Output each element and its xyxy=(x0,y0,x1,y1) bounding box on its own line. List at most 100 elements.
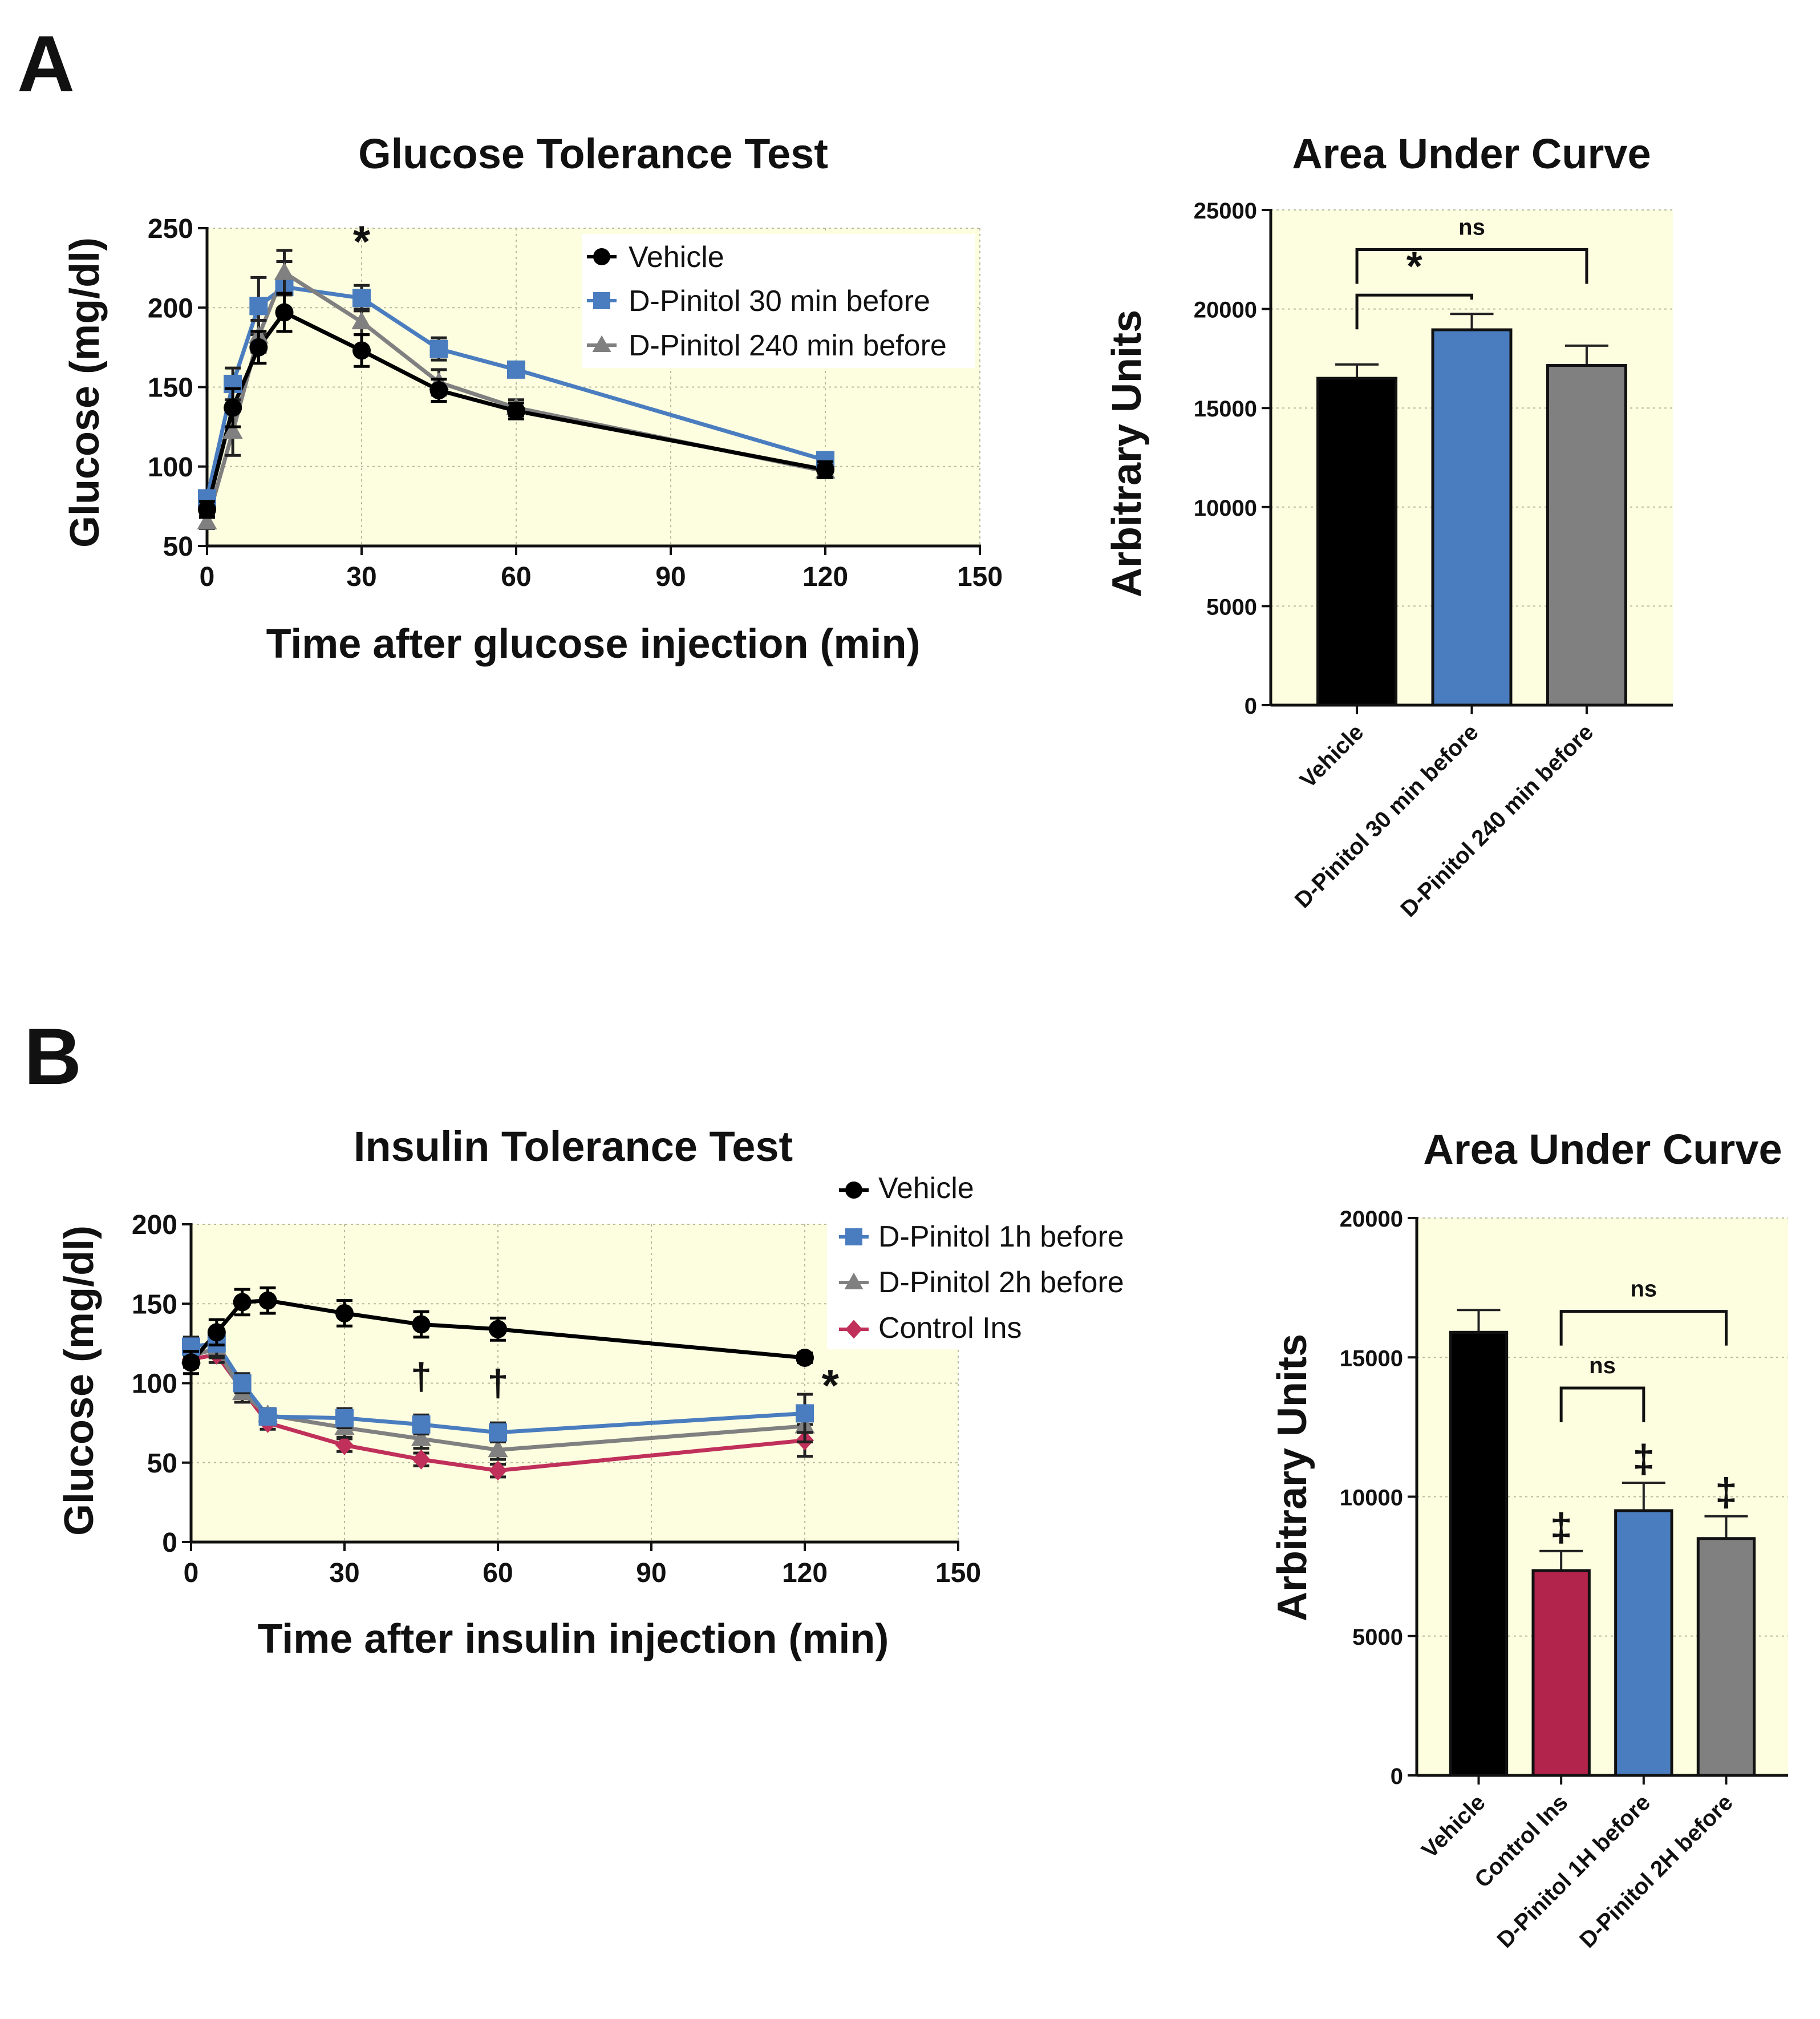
itt-legend-label: D-Pinitol 2h before xyxy=(878,1266,1124,1299)
data-point xyxy=(429,381,448,400)
y-tick-label: 100 xyxy=(148,452,193,483)
gtt-xlabel: Time after glucose injection (min) xyxy=(266,621,921,667)
itt-ylabel: Glucose (mg/dl) xyxy=(56,1225,102,1536)
data-point xyxy=(488,1439,508,1458)
data-point xyxy=(198,500,216,519)
x-tick-label: 30 xyxy=(346,562,376,592)
data-point xyxy=(352,289,371,307)
x-tick-label: 120 xyxy=(782,1558,828,1588)
data-point xyxy=(489,1460,507,1481)
significance-bracket xyxy=(1559,1386,1645,1422)
x-tick-label: 0 xyxy=(184,1558,199,1588)
y-tick-label: 10000 xyxy=(1194,496,1257,521)
x-tick-label: 150 xyxy=(957,562,1003,592)
x-tick-label: D-Pinitol 2H before xyxy=(1575,1790,1738,1953)
series-line xyxy=(205,310,826,510)
y-tick-label: 25000 xyxy=(1194,199,1257,224)
y-tick-label: 15000 xyxy=(1340,1346,1403,1371)
gtt-auc-title: Area Under Curve xyxy=(1292,130,1651,177)
legend-marker xyxy=(845,1320,862,1339)
data-point xyxy=(489,1423,507,1442)
itt-auc-chart: Area Under Curve Arbitrary Units 0 5000 10… xyxy=(1270,1126,1788,1953)
legend-marker xyxy=(592,335,611,352)
x-tick-label: D-Pinitol 30 min before xyxy=(1290,719,1483,913)
y-tick-label: 200 xyxy=(132,1210,177,1240)
x-tick-label: D-Pinitol 240 min before xyxy=(1396,719,1598,922)
x-tick-label: 90 xyxy=(655,562,686,592)
y-tick-label: 15000 xyxy=(1194,396,1257,422)
data-point xyxy=(249,338,268,357)
data-point xyxy=(412,1315,431,1334)
significance-bracket xyxy=(1559,1310,1728,1346)
y-tick-label: 100 xyxy=(132,1369,177,1399)
gtt-legend-background xyxy=(582,234,975,368)
y-tick-label: 20000 xyxy=(1194,298,1257,323)
significance-mark: † xyxy=(488,1362,509,1404)
x-tick-label: 150 xyxy=(935,1558,981,1588)
gtt-legend: Vehicle D-Pinitol 30 min before D-Pinito… xyxy=(582,234,975,368)
data-point xyxy=(224,398,242,417)
significance-mark: * xyxy=(353,216,371,266)
panel-label-a: A xyxy=(17,19,75,108)
itt-legend-background xyxy=(827,1164,1169,1349)
legend-marker xyxy=(844,1272,864,1289)
legend-marker xyxy=(845,1182,862,1199)
data-point xyxy=(335,1304,354,1322)
data-point xyxy=(507,360,525,379)
data-point xyxy=(429,339,448,358)
data-point xyxy=(412,1449,431,1470)
significance-mark: ‡ xyxy=(1632,1437,1655,1481)
data-point xyxy=(352,341,371,360)
data-point xyxy=(258,1407,277,1426)
bar xyxy=(1316,377,1398,707)
gtt-legend-label: Vehicle xyxy=(629,241,724,274)
x-tick-label: 60 xyxy=(501,562,531,592)
x-tick-label: 60 xyxy=(483,1558,513,1588)
y-tick-label: 0 xyxy=(1391,1764,1403,1789)
significance-mark: ‡ xyxy=(1715,1470,1737,1515)
legend-marker xyxy=(845,1228,862,1245)
bracket-label: ns xyxy=(1589,1353,1616,1378)
x-tick-label: Vehicle xyxy=(1417,1790,1490,1863)
y-tick-label: 5000 xyxy=(1352,1625,1403,1650)
gtt-auc-plot-area: 0500010000150002000025000VehicleD-Pinito… xyxy=(1194,199,1673,922)
itt-legend-label: Control Ins xyxy=(878,1312,1022,1345)
data-point xyxy=(233,1293,252,1312)
data-point xyxy=(816,460,834,479)
y-tick-label: 250 xyxy=(148,214,193,244)
data-point xyxy=(489,1320,507,1338)
y-tick-label: 150 xyxy=(132,1289,177,1320)
itt-legend: Vehicle D-Pinitol 1h before D-Pinitol 2h… xyxy=(827,1164,1169,1349)
gtt-legend-label: D-Pinitol 30 min before xyxy=(629,285,930,318)
y-tick-label: 5000 xyxy=(1206,594,1257,620)
y-tick-label: 200 xyxy=(148,293,193,323)
data-point xyxy=(197,511,217,530)
bar xyxy=(1614,1509,1673,1777)
itt-xlabel: Time after insulin injection (min) xyxy=(258,1616,889,1662)
series-line xyxy=(190,1352,805,1473)
itt-legend-label: D-Pinitol 1h before xyxy=(878,1220,1124,1253)
data-point xyxy=(335,1409,354,1427)
gtt-title: Glucose Tolerance Test xyxy=(358,130,828,177)
data-point xyxy=(411,1428,432,1446)
y-tick-label: 150 xyxy=(148,373,193,403)
significance-bracket xyxy=(1355,248,1588,284)
significance-bracket xyxy=(1355,293,1473,330)
itt-title: Insulin Tolerance Test xyxy=(354,1123,793,1170)
bracket-label: * xyxy=(1406,244,1422,289)
legend-marker xyxy=(593,292,610,309)
data-point xyxy=(258,1291,277,1310)
y-tick-label: 10000 xyxy=(1340,1486,1403,1511)
x-tick-label: 0 xyxy=(200,562,215,592)
data-point xyxy=(796,1348,814,1367)
data-point xyxy=(275,303,294,322)
y-tick-label: 50 xyxy=(163,532,193,562)
bar xyxy=(1546,364,1627,707)
data-point xyxy=(507,402,525,420)
gtt-ylabel: Glucose (mg/dl) xyxy=(62,237,108,548)
bar xyxy=(1431,328,1513,707)
data-point xyxy=(207,1323,226,1342)
significance-mark: † xyxy=(411,1356,432,1398)
bracket-label: ns xyxy=(1630,1277,1657,1302)
